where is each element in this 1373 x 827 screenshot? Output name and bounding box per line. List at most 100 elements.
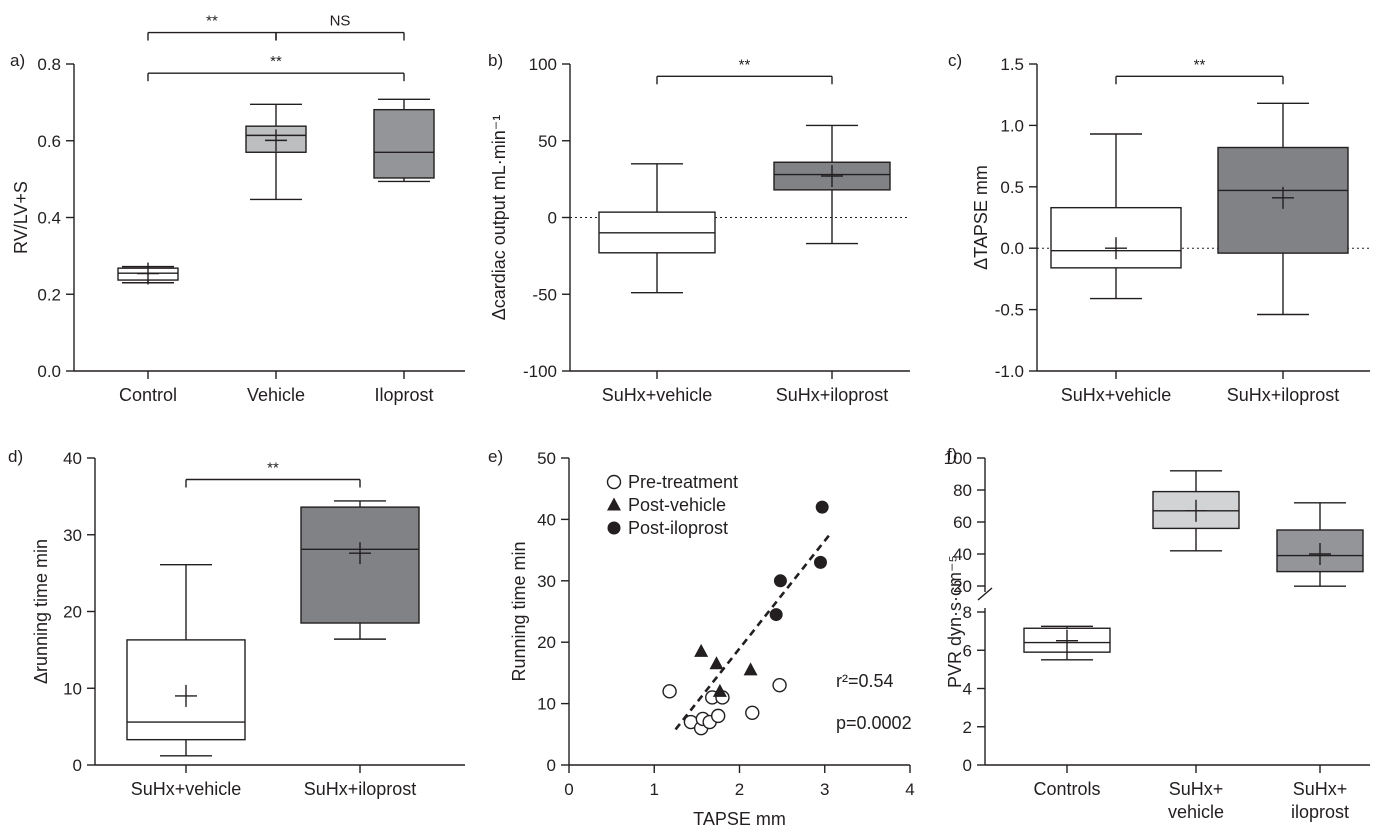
panel-y-tick-label: 0.0 <box>1000 239 1024 258</box>
panel-y-tick-label: 50 <box>538 132 557 151</box>
scatter-y-tick-label: 0 <box>547 756 556 775</box>
x-tick-label: 1 <box>650 780 659 799</box>
scatter-y-tick-label: 30 <box>537 572 556 591</box>
legend-marker <box>607 497 621 511</box>
significance-label: ** <box>1194 56 1206 73</box>
legend-label: Post-iloprost <box>628 518 728 538</box>
y-tick-label: 100 <box>944 449 972 468</box>
panel-y-tick-label: 40 <box>63 449 82 468</box>
p-value-annotation: p=0.0002 <box>836 713 912 733</box>
y-axis-label: Δcardiac output mL·min⁻¹ <box>489 115 509 321</box>
scatter-y-tick-label: 50 <box>537 449 556 468</box>
significance-bracket: ** <box>656 56 833 85</box>
panel-y-tick-label: 0.6 <box>37 132 61 151</box>
panel-a: a) 0.0 0.2 0.4 0.6 0.8 Control Vehicle Iloprost *… <box>10 13 465 405</box>
x-tick-label: 2 <box>735 780 744 799</box>
x-category-label: Controls <box>1033 779 1100 799</box>
data-point <box>772 677 787 693</box>
data-point <box>769 608 783 622</box>
box-plot <box>373 98 435 183</box>
data-point <box>709 656 724 670</box>
panel-label: f) <box>947 445 957 464</box>
data-point <box>813 555 827 569</box>
x-axis-label: TAPSE mm <box>693 809 786 827</box>
y-tick-label: 8 <box>963 603 972 622</box>
x-tick-label: 3 <box>820 780 829 799</box>
panel-y-tick-label: -0.5 <box>995 301 1024 320</box>
box-iqr <box>373 108 435 179</box>
data-point <box>662 684 677 699</box>
panel-y-tick-label: 0.2 <box>37 285 61 304</box>
legend-marker <box>607 521 621 535</box>
significance-label: ** <box>739 56 751 73</box>
y-tick-label: 20 <box>953 577 972 596</box>
panel-y-tick-label: 1.5 <box>1000 55 1024 74</box>
panel-y-tick-label: 100 <box>529 55 557 74</box>
x-category-label: SuHx+vehicle <box>131 779 242 799</box>
y-tick-label: 2 <box>963 718 972 737</box>
panel-y-tick-label: 0.4 <box>37 209 61 228</box>
x-category-label: SuHx+iloprost <box>304 779 417 799</box>
data-point <box>773 574 787 588</box>
panel-b: b) -100 -50 0 50 100 SuHx+vehicle SuHx+iloprost… <box>488 51 910 405</box>
panel-y-tick-label: 1.0 <box>1000 116 1024 135</box>
x-category-label: SuHx+ <box>1293 779 1348 799</box>
box-plot <box>117 262 179 285</box>
x-tick-label: 4 <box>905 780 914 799</box>
x-category-label: SuHx+vehicle <box>602 385 713 405</box>
legend-marker <box>606 474 622 490</box>
x-category-label: vehicle <box>1168 802 1224 822</box>
axis-break-mark <box>977 587 993 601</box>
panel-y-tick-label: 0 <box>73 756 82 775</box>
legend-label: Pre-treatment <box>628 472 738 492</box>
data-point <box>743 662 758 676</box>
x-category-label: SuHx+iloprost <box>1227 385 1340 405</box>
box-iqr <box>300 506 420 624</box>
panel-label: c) <box>948 51 962 70</box>
panel-y-tick-label: 0.0 <box>37 362 61 381</box>
data-point <box>712 683 727 697</box>
x-category-label: SuHx+ <box>1169 779 1224 799</box>
panel-y-tick-label: 30 <box>63 526 82 545</box>
panel-y-tick-label: -100 <box>523 362 557 381</box>
regression-line <box>674 534 831 731</box>
box-plot <box>773 124 891 245</box>
legend-label: Post-vehicle <box>628 495 726 515</box>
significance-label: ** <box>270 53 282 70</box>
box-plot <box>1276 502 1364 587</box>
box-plot <box>598 163 716 294</box>
panel-y-tick-label: 0 <box>548 209 557 228</box>
significance-label: ** <box>267 459 279 476</box>
significance-bracket: ** <box>147 13 277 41</box>
legend: Pre-treatment Post-vehicle Post-iloprost <box>606 472 738 538</box>
box-plot <box>1023 625 1111 661</box>
x-category-label: Vehicle <box>247 385 305 405</box>
y-tick-label: 4 <box>963 680 972 699</box>
x-category-label: Iloprost <box>374 385 433 405</box>
x-category-label: SuHx+iloprost <box>776 385 889 405</box>
y-axis-label: PVR dyn·s·cm⁻⁵ <box>945 555 965 688</box>
series-post-iloprost <box>769 500 829 622</box>
x-tick-label: 0 <box>564 780 573 799</box>
panel-y-tick-label: -1.0 <box>995 362 1024 381</box>
y-tick-label: 80 <box>953 481 972 500</box>
significance-label: NS <box>330 13 351 30</box>
significance-bracket: ** <box>185 459 361 488</box>
r-squared-annotation: r²=0.54 <box>836 671 894 691</box>
scatter-y-tick-label: 20 <box>537 633 556 652</box>
significance-bracket: NS <box>275 13 405 41</box>
x-category-label: iloprost <box>1291 802 1349 822</box>
data-point <box>710 708 726 724</box>
data-point <box>745 705 760 721</box>
significance-bracket: ** <box>147 53 405 82</box>
panel-y-tick-label: 20 <box>63 603 82 622</box>
panel-label: a) <box>10 51 25 70</box>
y-axis-label: Running time min <box>509 541 529 681</box>
panel-e: e) 0 10 20 30 40 50 0 1 2 3 4 TAPSE mm Running time m… <box>488 447 915 827</box>
scatter-y-tick-label: 40 <box>537 510 556 529</box>
panel-y-tick-label: 0.5 <box>1000 178 1024 197</box>
series-pre-treatment <box>662 677 787 736</box>
y-tick-label: 40 <box>953 545 972 564</box>
y-axis-label: ΔTAPSE mm <box>971 165 991 270</box>
